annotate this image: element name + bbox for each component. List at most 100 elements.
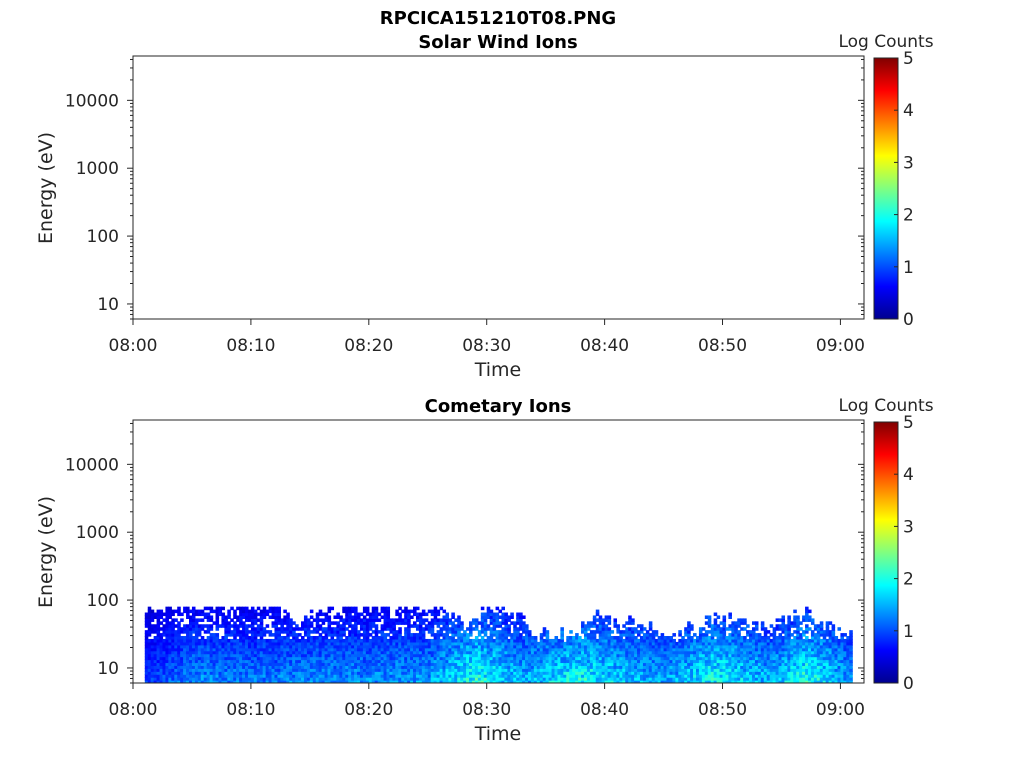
heatmap-cell: [810, 638, 815, 643]
heatmap-cell: [796, 627, 800, 631]
heatmap-cell: [808, 671, 812, 675]
heatmap-cell: [719, 636, 724, 640]
heatmap-cell: [810, 633, 815, 637]
heatmap-cell: [834, 638, 839, 643]
heatmap-cell: [746, 647, 750, 652]
heatmap-cell: [710, 630, 715, 634]
heatmap-cell: [513, 647, 517, 652]
heatmap-cell: [183, 668, 187, 672]
heatmap-cell: [819, 624, 824, 628]
heatmap-cell: [707, 638, 712, 643]
heatmap-cell: [348, 653, 352, 658]
heatmap-cell: [203, 638, 208, 643]
heatmap-cell: [787, 647, 791, 652]
heatmap-cell: [469, 668, 473, 672]
heatmap-cell: [566, 641, 570, 646]
heatmap-cell: [657, 653, 662, 658]
heatmap-cell: [247, 653, 252, 658]
heatmap-cell: [631, 674, 635, 678]
heatmap-cell: [389, 650, 393, 655]
heatmap-cell: [601, 665, 606, 669]
heatmap-cell: [271, 650, 276, 655]
heatmap-cell: [604, 650, 609, 655]
heatmap-cell: [339, 615, 343, 619]
heatmap-cell: [808, 615, 812, 619]
heatmap-cell: [203, 665, 208, 669]
heatmap-cell: [731, 627, 735, 631]
heatmap-cell: [548, 647, 553, 652]
heatmap-cell: [486, 612, 491, 617]
heatmap-cell: [642, 627, 647, 631]
heatmap-cell: [189, 647, 193, 652]
heatmap-cell: [695, 671, 700, 675]
heatmap-cell: [418, 668, 423, 672]
heatmap-cell: [395, 621, 399, 625]
heatmap-cell: [351, 636, 355, 640]
heatmap-cell: [448, 641, 452, 646]
heatmap-cell: [318, 612, 323, 617]
heatmap-cell: [224, 627, 228, 631]
heatmap-cell: [725, 665, 730, 669]
heatmap-cell: [781, 618, 786, 622]
heatmap-cell: [306, 653, 311, 658]
heatmap-cell: [825, 641, 830, 646]
heatmap-cell: [787, 665, 791, 669]
heatmap-cell: [642, 668, 647, 672]
heatmap-cell: [277, 662, 281, 666]
heatmap-cell: [610, 647, 615, 652]
heatmap-cell: [613, 662, 618, 666]
heatmap-cell: [421, 674, 426, 678]
heatmap-cell: [613, 653, 618, 658]
heatmap-cell: [592, 674, 597, 678]
heatmap-cell: [707, 615, 712, 619]
heatmap-cell: [760, 674, 765, 678]
heatmap-cell: [589, 641, 594, 646]
heatmap-cell: [404, 609, 408, 614]
heatmap-cell: [790, 677, 794, 681]
heatmap-cell: [619, 644, 623, 649]
heatmap-cell: [548, 674, 553, 678]
heatmap-cell: [427, 630, 432, 634]
heatmap-cell: [793, 677, 797, 681]
heatmap-cell: [209, 624, 214, 628]
heatmap-cell: [477, 647, 482, 652]
heatmap-cell: [530, 671, 535, 675]
heatmap-cell: [536, 656, 541, 661]
heatmap-cell: [648, 653, 653, 658]
heatmap-cell: [695, 644, 700, 649]
heatmap-cell: [362, 636, 367, 640]
heatmap-cell: [569, 662, 573, 666]
heatmap-cell: [298, 650, 302, 655]
heatmap-cell: [728, 641, 732, 646]
heatmap-cell: [760, 659, 765, 664]
heatmap-cell: [327, 621, 332, 625]
heatmap-cell: [808, 627, 812, 631]
heatmap-cell: [203, 630, 208, 634]
heatmap-cell: [651, 641, 656, 646]
heatmap-cell: [451, 644, 455, 649]
heatmap-cell: [769, 671, 774, 675]
heatmap-cell: [183, 650, 187, 655]
heatmap-cell: [436, 618, 441, 622]
heatmap-cell: [746, 659, 750, 664]
heatmap-cell: [710, 627, 715, 631]
heatmap-cell: [301, 677, 305, 681]
heatmap-cell: [687, 644, 691, 649]
heatmap-cell: [781, 653, 786, 658]
heatmap-cell: [239, 606, 243, 611]
heatmap-cell: [191, 618, 196, 622]
heatmap-cell: [362, 674, 367, 678]
heatmap-cell: [519, 636, 523, 640]
heatmap-cell: [215, 680, 220, 683]
heatmap-cell: [648, 627, 653, 631]
heatmap-cell: [454, 647, 458, 652]
heatmap-cell: [268, 609, 273, 614]
heatmap-cell: [250, 624, 255, 628]
heatmap-cell: [581, 659, 585, 664]
heatmap-cell: [327, 662, 332, 666]
heatmap-cell: [348, 659, 352, 664]
heatmap-cell: [693, 653, 697, 658]
heatmap-cell: [165, 624, 169, 628]
heatmap-cell: [183, 662, 187, 666]
heatmap-cell: [639, 647, 644, 652]
